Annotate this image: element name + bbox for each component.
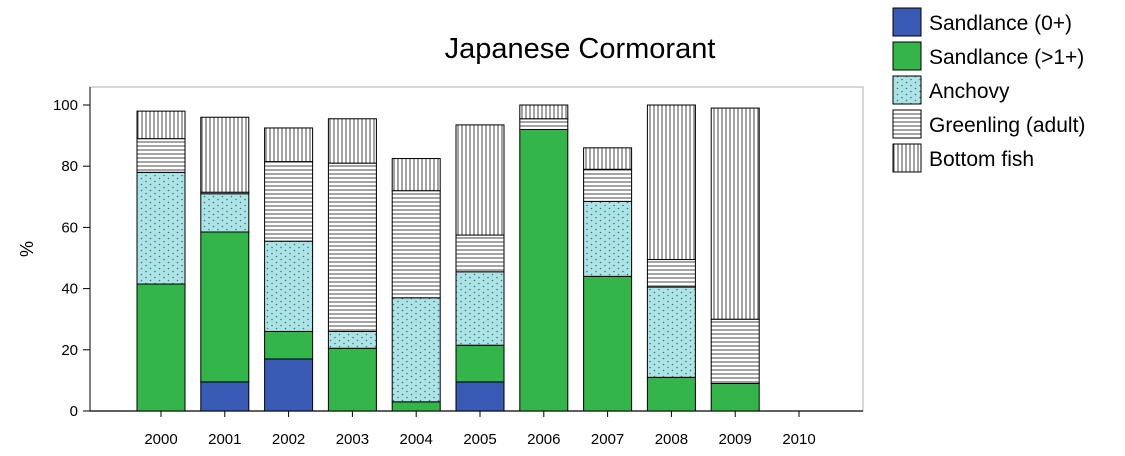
legend-label: Sandlance (0+)	[929, 12, 1072, 35]
bar-segment	[583, 168, 633, 202]
y-tick-label: 0	[70, 403, 78, 420]
y-tick-label: 80	[61, 158, 78, 175]
bars	[136, 104, 760, 412]
y-axis-label: %	[17, 241, 37, 257]
bar-segment	[455, 381, 505, 412]
x-tick-label: 2009	[719, 431, 752, 448]
y-tick-label: 20	[61, 342, 78, 359]
bar-segment	[200, 231, 250, 383]
y-axis: 0 20 40 60 80 100	[53, 87, 91, 420]
bar-segment	[136, 171, 186, 285]
legend-label: Bottom fish	[929, 148, 1034, 171]
bar-segment	[327, 330, 377, 349]
bar-segment	[583, 200, 633, 277]
bar-segment	[710, 318, 760, 384]
bar-segment	[264, 358, 314, 412]
legend-swatch	[892, 7, 922, 37]
bar-segment	[391, 158, 441, 192]
bar-segment	[264, 330, 314, 360]
x-tick-label: 2000	[144, 431, 177, 448]
legend-swatch	[892, 109, 922, 139]
bar-segment	[391, 190, 441, 299]
bar-segment	[200, 193, 250, 233]
x-tick-label: 2002	[272, 431, 305, 448]
bar-segment	[327, 118, 377, 164]
bar-segment	[455, 344, 505, 383]
bar-segment	[264, 127, 314, 163]
x-tick-label: 2004	[400, 431, 433, 448]
bar-segment	[710, 107, 760, 320]
bar-segment	[583, 147, 633, 170]
bar-segment	[200, 116, 250, 193]
bar-segment	[646, 259, 696, 288]
bar-segment	[646, 104, 696, 261]
bar-segment	[455, 234, 505, 273]
bar-segment	[327, 162, 377, 332]
x-tick-label: 2010	[782, 431, 815, 448]
bar-segment	[710, 382, 760, 412]
bar-segment	[391, 297, 441, 403]
legend-label: Greenling (adult)	[929, 114, 1085, 137]
bar-segment	[455, 271, 505, 346]
bar-segment	[519, 118, 569, 130]
bar-segment	[646, 286, 696, 378]
x-tick-label: 2003	[336, 431, 369, 448]
legend-swatch	[892, 143, 922, 173]
x-axis: 2000 2001 2002 2003 2004 2005 2006 2007 2008 2009…	[90, 410, 863, 448]
bar-segment	[136, 138, 186, 173]
x-tick-label: 2007	[591, 431, 624, 448]
legend-swatch	[892, 41, 922, 71]
x-tick-label: 2006	[527, 431, 560, 448]
bar-segment	[455, 124, 505, 236]
bar-segment	[583, 275, 633, 412]
bar-segment	[136, 110, 186, 140]
y-tick-label: 100	[53, 97, 78, 114]
y-tick-label: 40	[61, 281, 78, 298]
legend: Sandlance (0+) Sandlance (>1+) Anchovy Gree…	[892, 7, 1085, 173]
bar-segment	[136, 283, 186, 412]
bar-segment	[264, 240, 314, 332]
legend-label: Anchovy	[929, 80, 1010, 103]
x-tick-label: 2008	[655, 431, 688, 448]
x-tick-label: 2001	[208, 431, 241, 448]
legend-label: Sandlance (>1+)	[929, 46, 1084, 69]
bar-segment	[519, 104, 569, 120]
x-tick-label: 2005	[463, 431, 496, 448]
bar-segment	[264, 161, 314, 242]
chart-title: Japanese Cormorant	[445, 33, 716, 65]
bar-segment	[519, 128, 569, 412]
bar-segment	[646, 376, 696, 412]
legend-swatch	[892, 75, 922, 105]
bar-segment	[391, 401, 441, 412]
bar-segment	[327, 347, 377, 412]
y-tick-label: 60	[61, 219, 78, 236]
bar-segment	[200, 381, 250, 412]
